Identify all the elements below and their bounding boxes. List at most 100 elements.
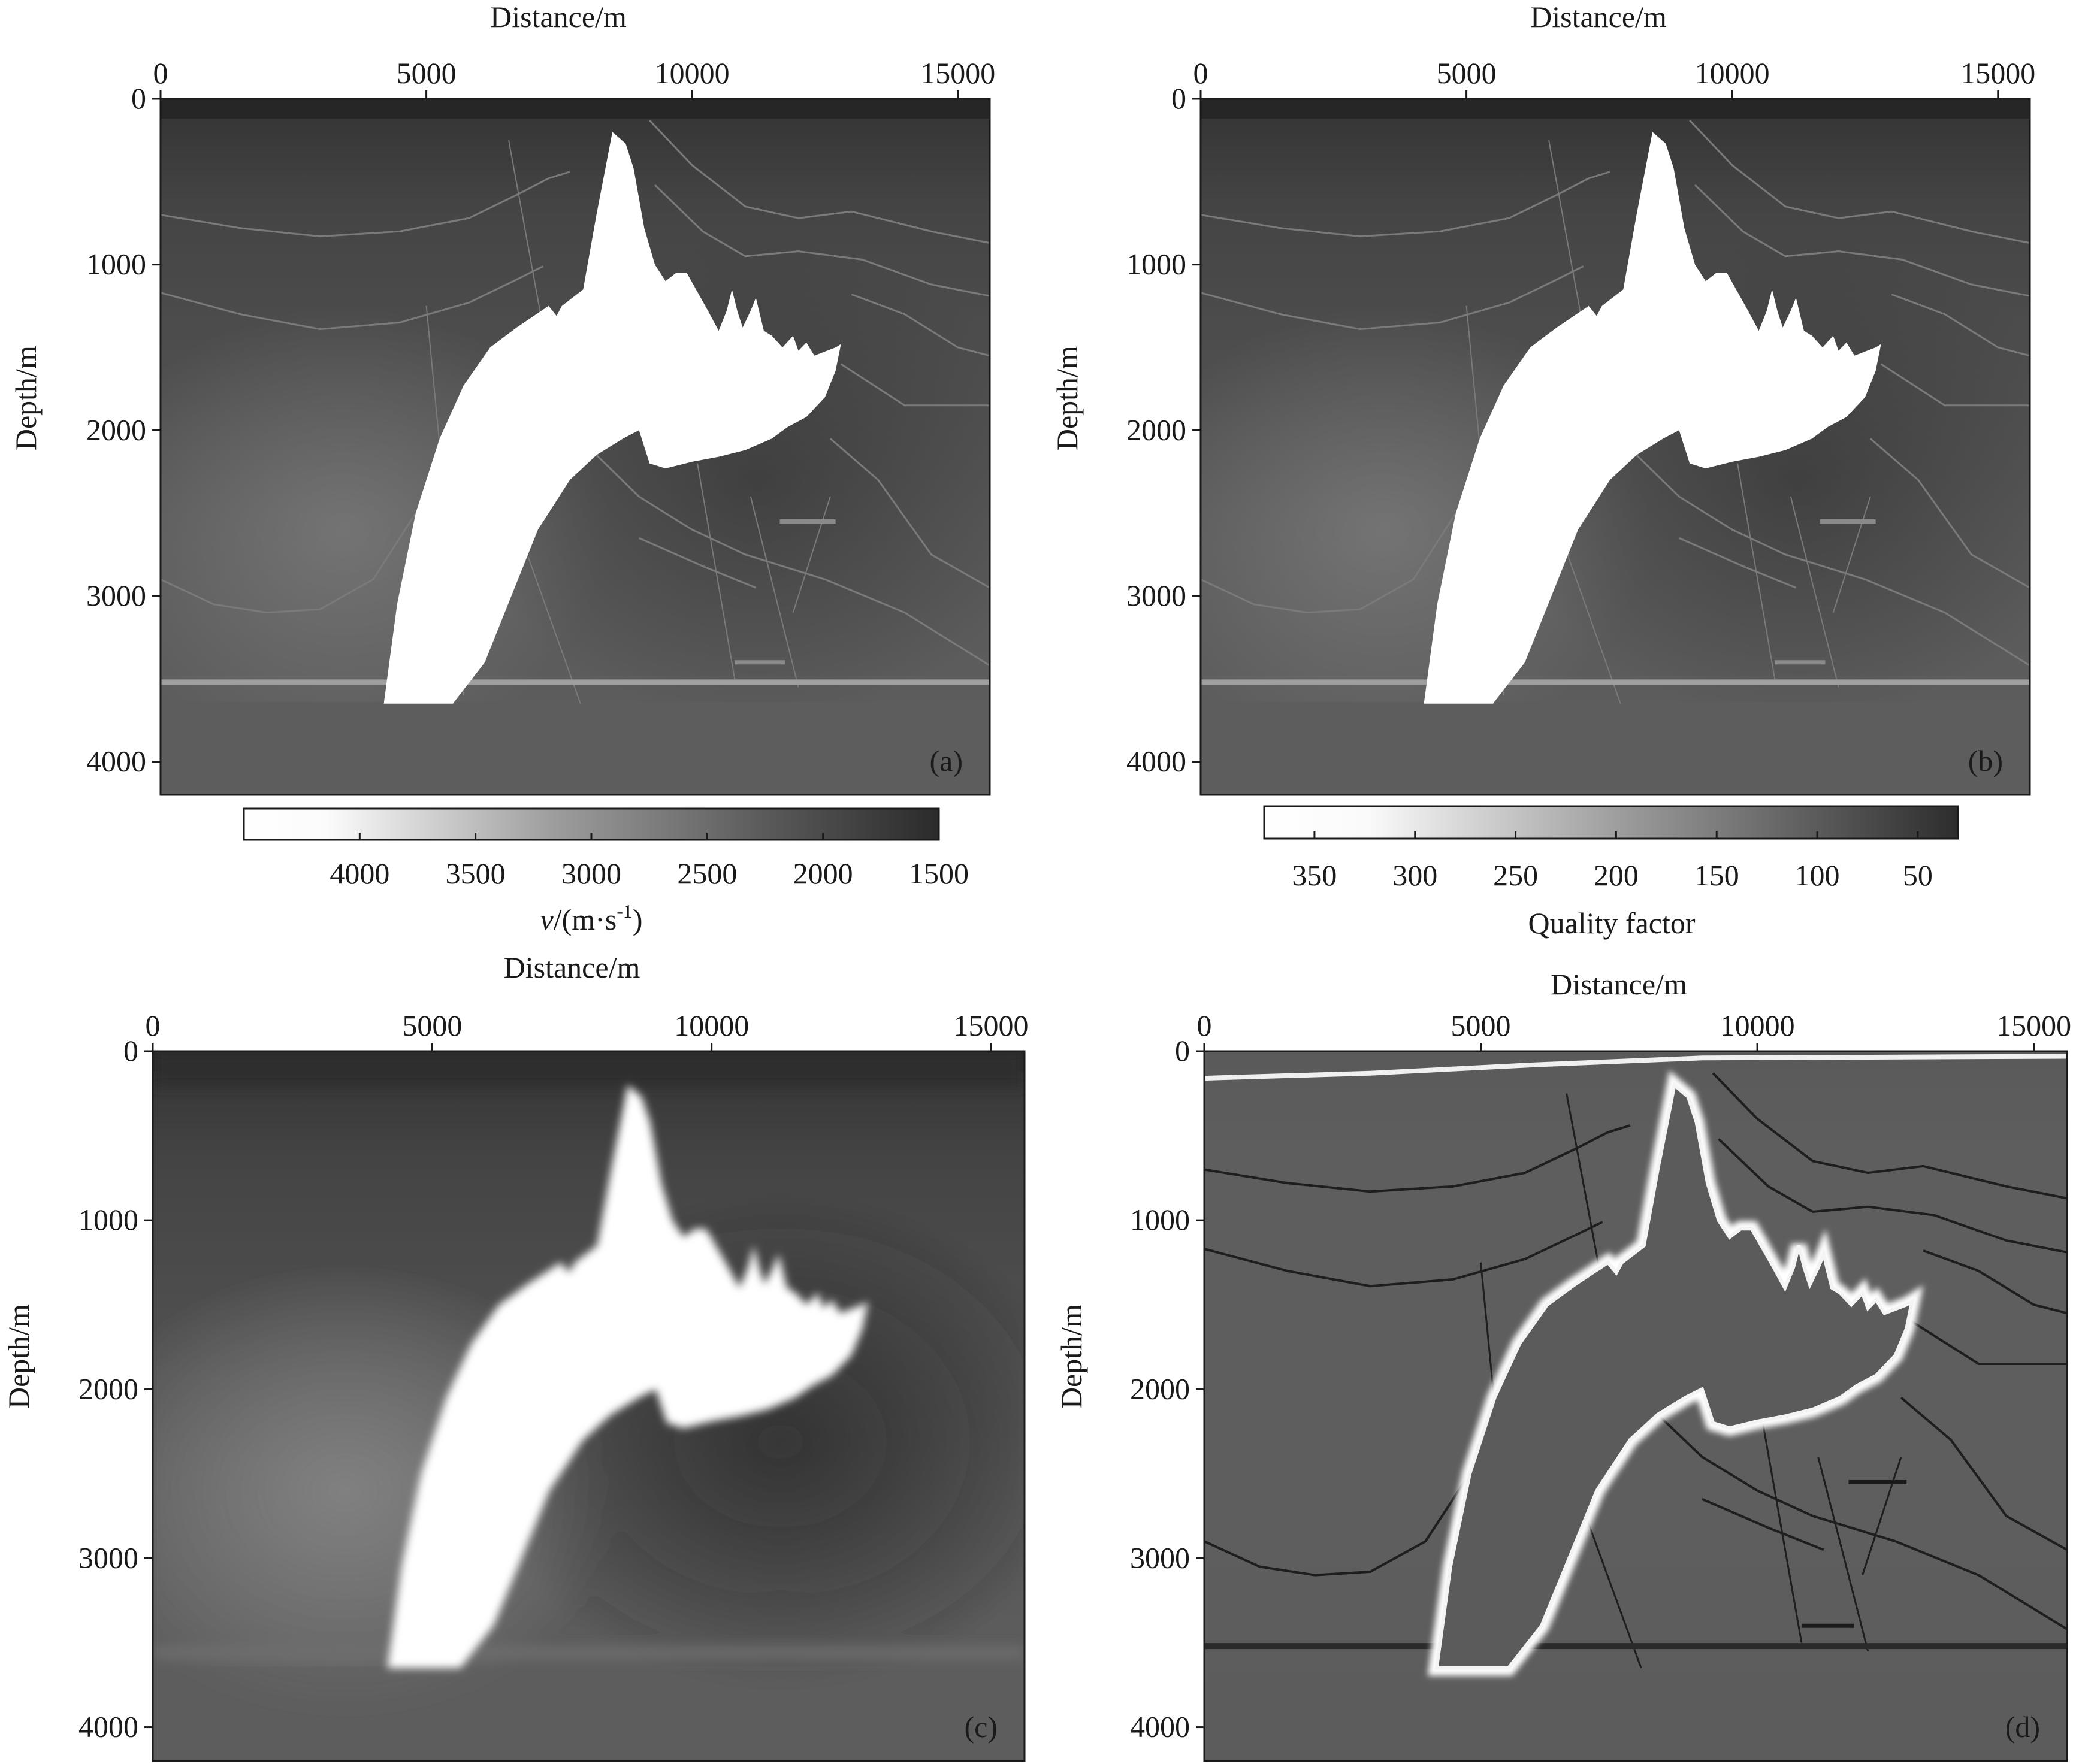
reflectors xyxy=(1201,119,2030,704)
horizon xyxy=(1657,1414,2067,1630)
y-axis-label: Depth/m xyxy=(2,1304,35,1409)
y-tick-label: 1000 xyxy=(1130,1203,1190,1236)
horizon xyxy=(1201,171,1610,238)
y-tick-label: 4000 xyxy=(1130,1710,1190,1744)
fault xyxy=(1832,496,1871,613)
y-tick-label: 0 xyxy=(1175,1034,1190,1067)
colorbar-tick-label: 3000 xyxy=(561,857,621,890)
x-tick-label: 5000 xyxy=(1451,1009,1511,1042)
horizon xyxy=(1911,1320,2067,1365)
y-tick-label: 4000 xyxy=(86,745,146,778)
x-tick-label: 5000 xyxy=(397,56,457,90)
horizon xyxy=(1201,265,1584,331)
panel-image xyxy=(1201,99,2030,795)
fault xyxy=(1548,140,1582,314)
horizon xyxy=(1718,1138,2067,1254)
horizon xyxy=(1201,512,1457,614)
y-axis-label: Depth/m xyxy=(1050,346,1084,450)
y-axis: 0 1000 2000 3000 4000 xyxy=(86,81,161,778)
horizon xyxy=(1689,119,2030,244)
y-axis-label: Depth/m xyxy=(1054,1304,1088,1409)
colorbar-tick-label: 350 xyxy=(1292,858,1337,892)
horizon xyxy=(654,184,990,297)
y-tick-label: 3000 xyxy=(1130,1541,1190,1574)
horizon xyxy=(1880,363,2030,407)
y-tick-label: 2000 xyxy=(78,1372,138,1405)
x-tick-label: 10000 xyxy=(1720,1009,1795,1042)
x-axis: 0 5000 10000 15000 xyxy=(1197,1009,2071,1051)
y-axis: 0 1000 2000 3000 4000 xyxy=(1126,81,1201,778)
colorbar-tick-label: 3500 xyxy=(446,857,506,890)
fault xyxy=(750,496,799,688)
x-tick-label: 15000 xyxy=(1996,1009,2071,1042)
colorbar-tick-label: 200 xyxy=(1594,858,1639,892)
x-axis: 0 5000 10000 15000 xyxy=(153,56,995,99)
y-tick-label: 3000 xyxy=(78,1541,138,1574)
panel-frame xyxy=(1199,98,2031,796)
panel-label: (c) xyxy=(965,1710,998,1744)
x-axis-label: Distance/m xyxy=(1551,967,1687,1001)
fault xyxy=(1790,496,1839,688)
x-tick-label: 10000 xyxy=(674,1009,749,1042)
panel-image xyxy=(153,1051,1025,1761)
y-tick-label: 3000 xyxy=(86,579,146,612)
panel-label: (b) xyxy=(1968,744,2003,777)
x-axis-label: Distance/m xyxy=(1530,0,1667,34)
fault xyxy=(508,140,542,314)
y-tick-label: 2000 xyxy=(86,413,146,446)
horizon xyxy=(1900,1396,2067,1551)
y-tick-label: 1000 xyxy=(86,247,146,281)
fault xyxy=(1817,1456,1869,1651)
colorbar-tick-label: 2000 xyxy=(793,857,853,890)
y-axis: 0 1000 2000 3000 4000 xyxy=(78,1034,153,1744)
panel-label: (d) xyxy=(2005,1710,2040,1744)
colorbar-tick-label: 250 xyxy=(1493,858,1538,892)
horizon xyxy=(1891,294,2030,357)
x-tick-label: 0 xyxy=(1193,56,1208,90)
horizon xyxy=(1694,184,2030,297)
x-tick-label: 0 xyxy=(1197,1009,1212,1042)
colorbar-velocity: 4000 3500 3000 2500 2000 1500 v/(m·s-1) xyxy=(243,807,969,936)
water-bottom xyxy=(1204,1054,2067,1081)
colorbar-tick-label: 300 xyxy=(1392,858,1437,892)
salt-body xyxy=(383,132,841,704)
y-tick-label: 0 xyxy=(123,1034,138,1067)
x-tick-label: 5000 xyxy=(1437,56,1497,90)
horizon xyxy=(1923,1249,2067,1315)
horizon xyxy=(1204,1221,1603,1288)
y-tick-label: 4000 xyxy=(1126,745,1186,778)
horizon xyxy=(1204,1124,1631,1193)
reflectors xyxy=(161,119,990,704)
x-tick-label: 0 xyxy=(146,1009,161,1042)
x-tick-label: 0 xyxy=(153,56,168,90)
horizon xyxy=(161,265,544,331)
panel-frame xyxy=(159,98,991,796)
colorbar-velocity-label: v/(m·s-1) xyxy=(540,900,642,936)
panel-b: 0 5000 10000 15000 Distance/m 0 1000 2000 3000 40… xyxy=(1050,0,2035,796)
y-tick-label: 3000 xyxy=(1126,579,1186,612)
horizon xyxy=(161,171,570,238)
panel-frame xyxy=(1203,1050,2068,1762)
colorbar-quality-label: Quality factor xyxy=(1528,906,1695,940)
x-axis: 0 5000 10000 15000 xyxy=(1193,56,2035,99)
fault xyxy=(792,496,831,613)
horizon xyxy=(851,294,990,357)
horizon xyxy=(829,438,990,589)
salt-body xyxy=(387,1085,868,1668)
colorbar-tick-label: 100 xyxy=(1795,858,1840,892)
y-tick-label: 0 xyxy=(1171,81,1186,115)
horizon xyxy=(596,454,990,667)
fault xyxy=(1737,463,1776,679)
x-axis-label: Distance/m xyxy=(504,951,640,984)
y-tick-label: 4000 xyxy=(78,1710,138,1744)
horizon xyxy=(649,119,990,244)
horizon xyxy=(638,537,757,589)
colorbar-tick-label: 2500 xyxy=(677,857,737,890)
x-tick-label: 10000 xyxy=(655,56,730,90)
y-tick-label: 1000 xyxy=(1126,247,1186,281)
fault xyxy=(1862,1456,1902,1576)
panel-label: (a) xyxy=(930,744,963,777)
horizon xyxy=(1712,1072,2067,1200)
panel-c: 0 5000 10000 15000 Distance/m 0 1000 2000 3000 40… xyxy=(2,951,1029,1762)
